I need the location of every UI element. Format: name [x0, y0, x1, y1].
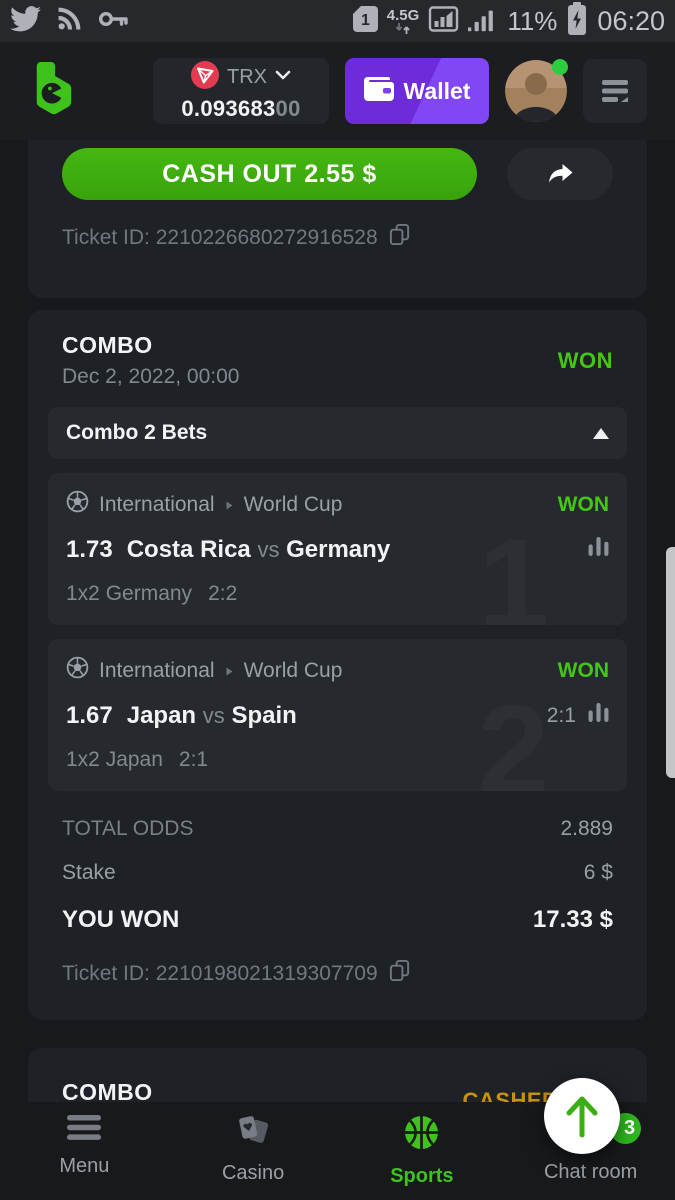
basketball-icon — [403, 1114, 440, 1156]
leg-market: 1x2 Germany — [66, 582, 193, 605]
betslip-menu-button[interactable] — [583, 59, 647, 123]
you-won-value: 17.33 $ — [532, 906, 613, 933]
bet-history-list: CASH OUT 2.55 $ Ticket ID: 2210226680272… — [0, 140, 675, 1200]
nav-menu-label: Menu — [59, 1155, 110, 1177]
soccer-icon — [66, 656, 89, 685]
nav-casino-label: Casino — [221, 1162, 285, 1184]
leg-score: 2:1 — [546, 704, 576, 727]
key-icon — [98, 7, 128, 36]
status-notification-icons — [10, 5, 128, 37]
bcgame-logo[interactable] — [28, 61, 76, 122]
breadcrumb-category[interactable]: International — [99, 492, 215, 516]
nav-sports-label: Sports — [390, 1165, 454, 1187]
breadcrumb-arrow-icon — [225, 493, 234, 517]
ticket-id: Ticket ID: 2210226680272916528 — [62, 225, 378, 249]
battery-percentage: 11% — [507, 5, 558, 36]
match-teams[interactable]: Costa Rica vs Germany — [126, 536, 391, 563]
wallet-button[interactable]: Wallet — [345, 58, 489, 124]
trx-coin-icon — [191, 60, 219, 94]
copy-icon[interactable] — [388, 223, 411, 252]
bet-card-cashout: CASH OUT 2.55 $ Ticket ID: 2210226680272… — [28, 140, 647, 298]
leg-status-badge: WON — [557, 658, 609, 682]
wallet-icon — [363, 75, 394, 107]
bet-date: Dec 2, 2022, 00:00 — [62, 365, 240, 388]
stats-bars-icon[interactable] — [588, 702, 609, 730]
breadcrumb-category[interactable]: International — [99, 658, 215, 682]
sim-card-icon: 1 — [352, 5, 378, 37]
soccer-icon — [66, 490, 89, 519]
total-odds-value: 2.889 — [560, 817, 613, 840]
status-system-icons: 1 4.5G 11% 06:20 — [352, 1, 665, 41]
network-activity-arrows-icon — [395, 23, 410, 34]
avatar[interactable] — [505, 59, 568, 122]
stake-label: Stake — [62, 861, 116, 884]
bet-leg-number: 1 — [477, 513, 549, 626]
leg-market: 1x2 Japan — [66, 748, 163, 771]
breadcrumb-tournament[interactable]: World Cup — [243, 658, 343, 682]
currency-code: TRX — [227, 65, 267, 88]
leg-result: 2:2 — [208, 582, 238, 605]
twitter-icon — [10, 5, 41, 37]
battery-charging-icon — [566, 1, 588, 41]
bet-leg-2[interactable]: 2 International World Cup WON 1.67 Japan… — [48, 639, 627, 791]
network-type-label: 4.5G — [386, 7, 420, 24]
scroll-to-top-button[interactable] — [544, 1078, 620, 1154]
stake-value: 6 $ — [583, 861, 613, 884]
bet-card-combo: COMBO Dec 2, 2022, 00:00 WON Combo 2 Bet… — [28, 310, 647, 1020]
leg-result: 2:1 — [178, 748, 209, 771]
nav-casino[interactable]: Casino — [169, 1102, 338, 1200]
svg-text:1: 1 — [361, 12, 370, 29]
chevron-down-icon — [275, 68, 291, 86]
app-header: TRX 0.09368300 Wallet — [0, 42, 675, 140]
cellular-signal-icon — [468, 5, 498, 38]
wallet-button-label: Wallet — [403, 77, 471, 104]
nav-menu[interactable]: Menu — [0, 1102, 169, 1200]
bet-type-label: COMBO — [62, 1078, 153, 1105]
wallet-balance: 0.09368300 — [181, 95, 301, 121]
nav-chat-label: Chat room — [543, 1161, 638, 1183]
bet-leg-number: 2 — [477, 679, 549, 792]
copy-icon[interactable] — [388, 959, 411, 988]
combo-bets-toggle-label: Combo 2 Bets — [66, 421, 208, 444]
share-arrow-icon — [548, 164, 572, 183]
nav-sports[interactable]: Sports — [338, 1102, 507, 1200]
leg-status-badge: WON — [557, 492, 609, 516]
bet-leg-1[interactable]: 1 International World Cup WON 1.73 Costa… — [48, 473, 627, 625]
hamburger-menu-icon — [67, 1114, 102, 1146]
breadcrumb-tournament[interactable]: World Cup — [243, 492, 343, 516]
rss-icon — [57, 6, 82, 36]
currency-selector[interactable]: TRX 0.09368300 — [153, 58, 329, 124]
bet-status-badge: WON — [557, 347, 613, 373]
total-odds-label: TOTAL ODDS — [62, 817, 194, 840]
up-arrow-icon — [566, 1096, 598, 1138]
leg-odds: 1.73 — [66, 536, 113, 563]
bet-type-label: COMBO — [62, 332, 153, 358]
collapse-arrow-icon — [593, 427, 609, 439]
casino-cards-icon — [234, 1114, 272, 1153]
leg-odds: 1.67 — [66, 702, 113, 729]
betslip-lines-icon — [602, 79, 628, 102]
cash-out-button[interactable]: CASH OUT 2.55 $ — [62, 148, 477, 200]
scrollbar-thumb[interactable] — [666, 547, 675, 778]
combo-bets-toggle[interactable]: Combo 2 Bets — [48, 407, 627, 459]
status-bar: 1 4.5G 11% 06:20 — [0, 0, 675, 42]
stats-bars-icon[interactable] — [588, 536, 609, 564]
breadcrumb-arrow-icon — [225, 659, 234, 683]
ticket-id: Ticket ID: 2210198021319307709 — [62, 961, 378, 985]
match-teams[interactable]: Japan vs Spain — [126, 702, 297, 729]
network-type-indicator: 4.5G — [386, 7, 420, 34]
online-status-dot — [552, 59, 568, 75]
network-strength-box-icon — [428, 4, 459, 39]
share-button[interactable] — [507, 148, 613, 200]
you-won-label: YOU WON — [62, 906, 180, 933]
clock: 06:20 — [597, 5, 665, 36]
